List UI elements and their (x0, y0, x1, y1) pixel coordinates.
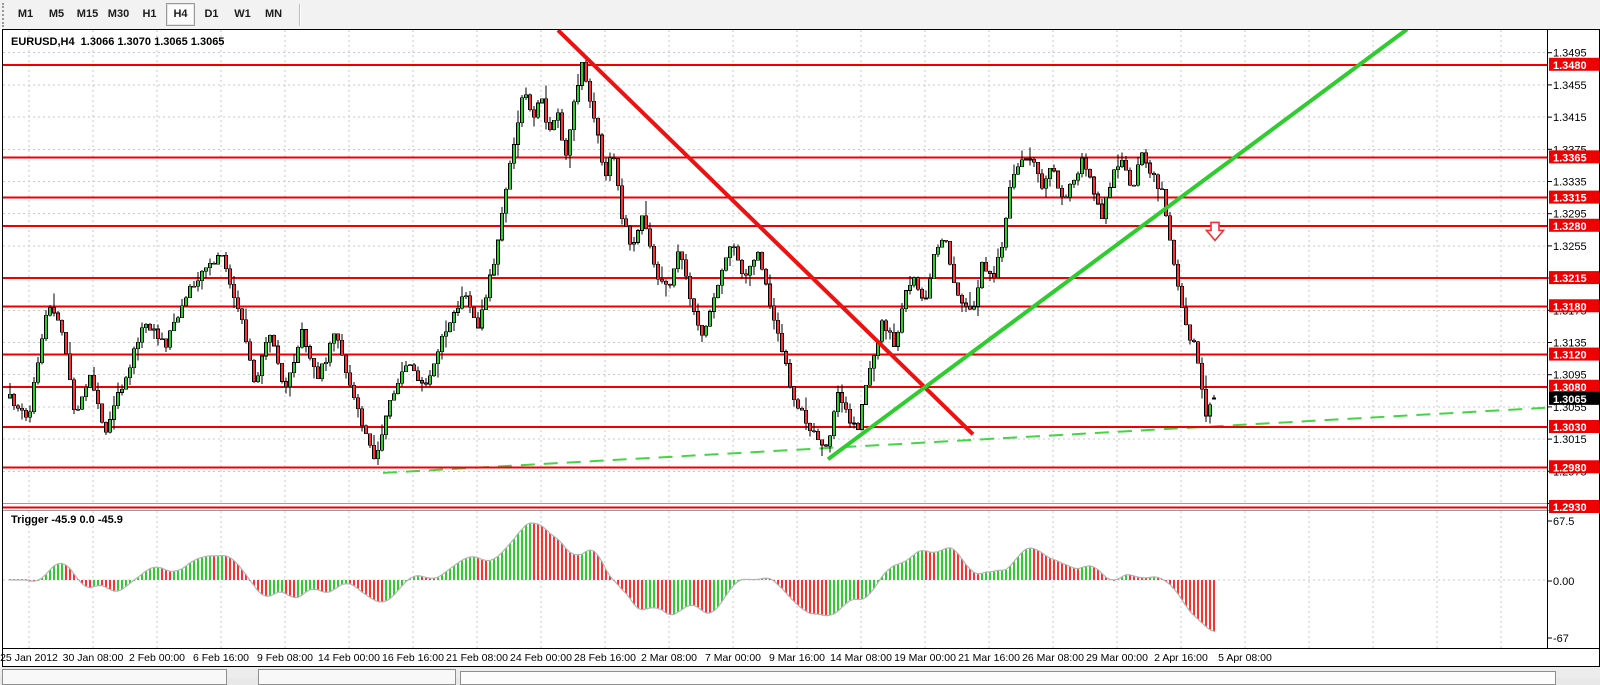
date-label: 9 Feb 08:00 (257, 652, 313, 664)
sr-level-badge (1549, 420, 1599, 434)
date-label: 29 Mar 00:00 (1086, 652, 1148, 664)
candlesticks (8, 55, 1216, 466)
svg-text:1.3030: 1.3030 (1553, 422, 1587, 434)
date-label: 7 Mar 00:00 (705, 652, 761, 664)
svg-text:1.3095: 1.3095 (1553, 370, 1587, 382)
chart-area[interactable]: 1.3495 1.3455 1.3415 1.3375 1.3335 1.3295 1.32… (0, 29, 1600, 667)
current-price-badge (1549, 391, 1599, 405)
svg-text:1.3215: 1.3215 (1553, 273, 1587, 285)
svg-text:1.3280: 1.3280 (1553, 221, 1587, 233)
svg-text:1.3135: 1.3135 (1553, 338, 1587, 350)
svg-text:1.3455: 1.3455 (1553, 80, 1587, 92)
sr-level-badge (1549, 218, 1599, 232)
indicator-axis-label: 67.5 (1553, 516, 1574, 528)
timeframe-button-H1[interactable]: H1 (142, 8, 157, 20)
toolbar-grip-icon[interactable] (2, 2, 10, 27)
date-label: 14 Mar 08:00 (830, 652, 892, 664)
sr-level-badge (1549, 379, 1599, 393)
date-label: 21 Mar 16:00 (958, 652, 1020, 664)
date-label: 21 Feb 08:00 (446, 652, 508, 664)
svg-text:1.3080: 1.3080 (1553, 382, 1587, 394)
sr-level-badge (1549, 271, 1599, 285)
svg-text:1.3315: 1.3315 (1553, 193, 1587, 205)
sr-level-badge (1549, 150, 1599, 164)
longterm-support-trendline[interactable] (382, 406, 1548, 474)
chart-tab-strip (0, 667, 1600, 685)
svg-text:1.3180: 1.3180 (1553, 301, 1587, 313)
date-label: 9 Mar 16:00 (769, 652, 825, 664)
date-label: 5 Apr 08:00 (1218, 652, 1272, 664)
date-label: 14 Feb 00:00 (318, 652, 380, 664)
date-label: 2 Feb 00:00 (129, 652, 185, 664)
date-axis: 25 Jan 2012 30 Jan 08:00 2 Feb 00:00 6 Feb … (0, 652, 1272, 664)
sr-level-badge (1549, 347, 1599, 361)
timeframe-button-MN[interactable]: MN (264, 8, 283, 20)
timeframe-toolbar: M1 M5 M15 M30 H1 H4 D1 W1 MN (0, 0, 1600, 30)
timeframe-button-M1[interactable]: M1 (17, 8, 34, 20)
svg-text:1.2980: 1.2980 (1553, 462, 1587, 474)
indicator-axis-label: 0.00 (1553, 576, 1574, 588)
support-trendline[interactable] (826, 29, 1409, 461)
svg-text:1.3055: 1.3055 (1553, 402, 1587, 414)
gridlines (3, 30, 1547, 648)
svg-text:1.3065: 1.3065 (1553, 394, 1587, 406)
tab-strip-well (460, 671, 1556, 685)
date-label: 19 Mar 00:00 (894, 652, 956, 664)
chart-tab-1[interactable] (2, 669, 227, 685)
timeframe-button-M30[interactable]: M30 (107, 8, 130, 20)
svg-text:1.3295: 1.3295 (1553, 209, 1587, 221)
svg-text:1.3015: 1.3015 (1553, 434, 1587, 446)
sr-level-lines[interactable] (3, 63, 1547, 509)
date-label: 24 Feb 00:00 (510, 652, 572, 664)
trigger-indicator-envelope (10, 522, 1215, 632)
svg-text:1.3480: 1.3480 (1553, 60, 1587, 72)
chart-canvas[interactable]: 1.34951.34551.34151.33751.33351.32951.32… (0, 29, 1600, 667)
indicator-axis-label: -67 (1553, 633, 1569, 645)
date-label: 2 Apr 16:00 (1154, 652, 1208, 664)
svg-text:1.3365: 1.3365 (1553, 152, 1587, 164)
svg-text:1.3495: 1.3495 (1553, 48, 1587, 60)
resistance-trendline[interactable] (556, 29, 975, 436)
date-label: 28 Feb 16:00 (574, 652, 636, 664)
svg-text:1.3335: 1.3335 (1553, 177, 1587, 189)
date-label: 2 Mar 08:00 (641, 652, 697, 664)
timeframe-buttons: M1 M5 M15 M30 H1 H4 D1 W1 MN (10, 3, 289, 26)
sr-level-badge (1549, 190, 1599, 204)
timeframe-button-M15[interactable]: M15 (76, 8, 99, 20)
trigger-indicator-histogram (9, 523, 1215, 632)
date-label: 30 Jan 08:00 (63, 652, 124, 664)
date-label: 16 Feb 16:00 (382, 652, 444, 664)
indicator-title: Trigger -45.9 0.0 -45.9 (11, 514, 123, 526)
svg-text:1.3120: 1.3120 (1553, 350, 1587, 362)
sr-level-badge (1549, 460, 1599, 474)
chart-tab-2[interactable] (258, 669, 456, 685)
down-arrow-annotation[interactable] (1204, 221, 1226, 242)
timeframe-button-M5[interactable]: M5 (48, 8, 65, 20)
chart-title: EURUSD,H4 1.3066 1.3070 1.3065 1.3065 (11, 36, 225, 48)
sr-level-badge (1549, 500, 1599, 513)
date-label: 6 Feb 16:00 (193, 652, 249, 664)
svg-text:1.2930: 1.2930 (1553, 502, 1587, 514)
svg-text:1.3415: 1.3415 (1553, 112, 1587, 124)
timeframe-button-H4[interactable]: H4 (166, 3, 195, 26)
timeframe-button-W1[interactable]: W1 (234, 8, 251, 20)
sr-level-badge (1549, 57, 1599, 71)
timeframe-button-D1[interactable]: D1 (204, 8, 219, 20)
sr-level-badge (1549, 299, 1599, 313)
price-axis: 1.34951.34551.34151.33751.33351.32951.32… (1547, 30, 1599, 648)
svg-text:1.3255: 1.3255 (1553, 241, 1587, 253)
date-label: 26 Mar 08:00 (1022, 652, 1084, 664)
date-label: 25 Jan 2012 (0, 652, 58, 664)
toolbar-separator (299, 3, 301, 26)
